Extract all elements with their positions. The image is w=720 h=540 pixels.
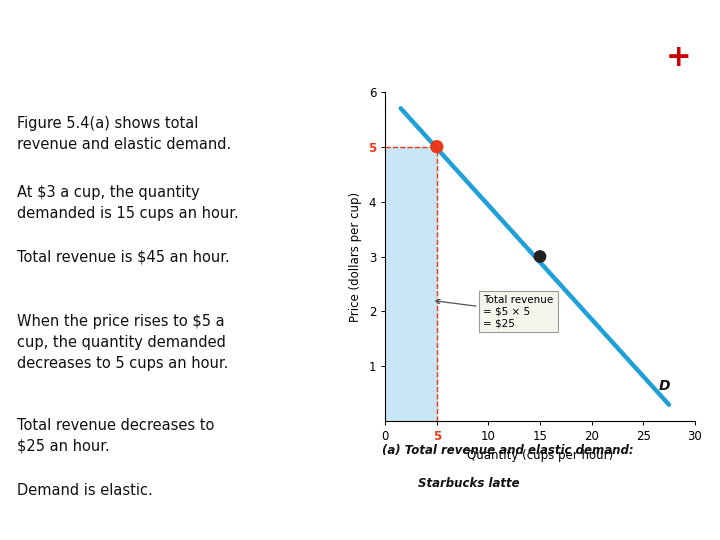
Text: Demand is elastic.: Demand is elastic.	[17, 483, 153, 498]
Text: Figure 5.4(a) shows total
revenue and elastic demand.: Figure 5.4(a) shows total revenue and el…	[17, 116, 231, 152]
Y-axis label: Price (dollars per cup): Price (dollars per cup)	[349, 192, 362, 321]
Text: +: +	[666, 43, 692, 72]
Text: (a) Total revenue and elastic demand:: (a) Total revenue and elastic demand:	[382, 444, 633, 457]
X-axis label: Quantity (cups per hour): Quantity (cups per hour)	[467, 449, 613, 462]
Point	[534, 252, 546, 261]
Text: 5.1  THE PRICE ELASTICITY OF DEMAND: 5.1 THE PRICE ELASTICITY OF DEMAND	[19, 48, 418, 66]
Text: Starbucks latte: Starbucks latte	[418, 476, 519, 490]
Point	[431, 143, 443, 151]
Text: Total revenue decreases to
$25 an hour.: Total revenue decreases to $25 an hour.	[17, 418, 214, 454]
Text: Total revenue
= $5 × 5
= $25: Total revenue = $5 × 5 = $25	[436, 295, 554, 328]
Text: D: D	[659, 379, 670, 393]
Text: Total revenue is $45 an hour.: Total revenue is $45 an hour.	[17, 249, 230, 265]
Text: At $3 a cup, the quantity
demanded is 15 cups an hour.: At $3 a cup, the quantity demanded is 15…	[17, 185, 238, 221]
Text: When the price rises to $5 a
cup, the quantity demanded
decreases to 5 cups an h: When the price rises to $5 a cup, the qu…	[17, 314, 228, 372]
